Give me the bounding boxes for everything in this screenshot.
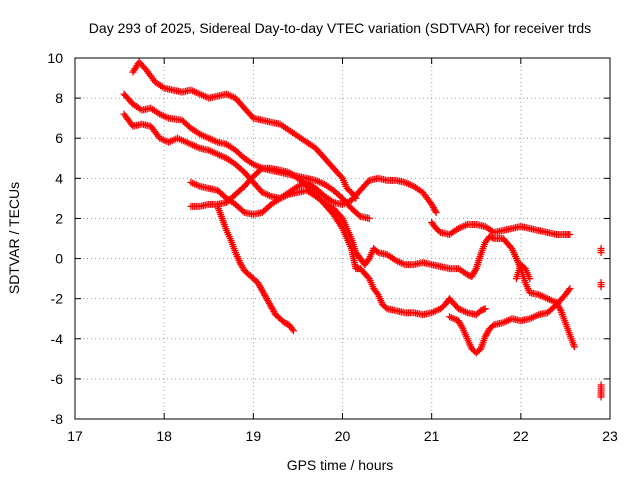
- y-tick-label: 0: [55, 251, 63, 267]
- series-arc-9: [512, 261, 534, 283]
- y-tick-label: 6: [55, 130, 63, 146]
- series-arc-2: [120, 90, 373, 222]
- series-arc-6: [214, 202, 297, 335]
- y-tick-label: 2: [55, 210, 63, 226]
- x-tick-label: 22: [513, 428, 529, 444]
- y-axis-label: SDTVAR / TECUs: [6, 182, 22, 294]
- data-point: [432, 208, 440, 216]
- axis-ticks: 17 18 19 20 21 22 23 -8 -6 -4 -2 0 2 4 6 8 10: [47, 50, 618, 444]
- data-point: [489, 234, 497, 242]
- series-arc-5: [187, 164, 489, 319]
- data-series: [120, 58, 605, 401]
- series-arc-7: [428, 218, 574, 238]
- data-point: [471, 266, 479, 274]
- x-tick-label: 17: [67, 428, 83, 444]
- series-arc-8: [446, 285, 574, 357]
- series-arc-1: [129, 58, 360, 202]
- series-arc-4: [187, 174, 440, 218]
- y-tick-label: -8: [51, 411, 64, 427]
- y-tick-label: 8: [55, 90, 63, 106]
- x-tick-label: 20: [335, 428, 351, 444]
- x-tick-label: 18: [156, 428, 172, 444]
- y-tick-label: 10: [47, 50, 63, 66]
- data-point: [480, 305, 488, 313]
- data-point: [566, 230, 574, 238]
- x-tick-label: 19: [246, 428, 262, 444]
- data-point: [364, 256, 372, 264]
- y-tick-label: -2: [51, 291, 64, 307]
- data-point: [431, 207, 439, 215]
- data-point: [481, 305, 489, 313]
- data-point: [458, 323, 466, 331]
- data-point: [566, 285, 574, 293]
- data-point: [570, 343, 578, 351]
- y-tick-label: 4: [55, 170, 63, 186]
- series-arc-10: [597, 245, 605, 401]
- x-tick-label: 21: [424, 428, 440, 444]
- data-point: [597, 393, 605, 401]
- data-point: [257, 166, 265, 174]
- chart-title: Day 293 of 2025, Sidereal Day-to-day VTE…: [89, 20, 591, 36]
- data-point: [556, 305, 564, 313]
- data-point: [373, 289, 381, 297]
- data-point: [365, 214, 373, 222]
- data-point: [526, 275, 534, 283]
- x-tick-label: 23: [602, 428, 618, 444]
- data-point: [288, 325, 296, 333]
- data-point: [597, 283, 605, 291]
- x-axis-label: GPS time / hours: [287, 457, 394, 473]
- series-arc-3: [120, 110, 578, 351]
- data-point: [597, 245, 605, 253]
- data-point: [289, 327, 297, 335]
- data-point: [565, 286, 573, 294]
- y-tick-label: -6: [51, 371, 64, 387]
- y-tick-label: -4: [51, 331, 64, 347]
